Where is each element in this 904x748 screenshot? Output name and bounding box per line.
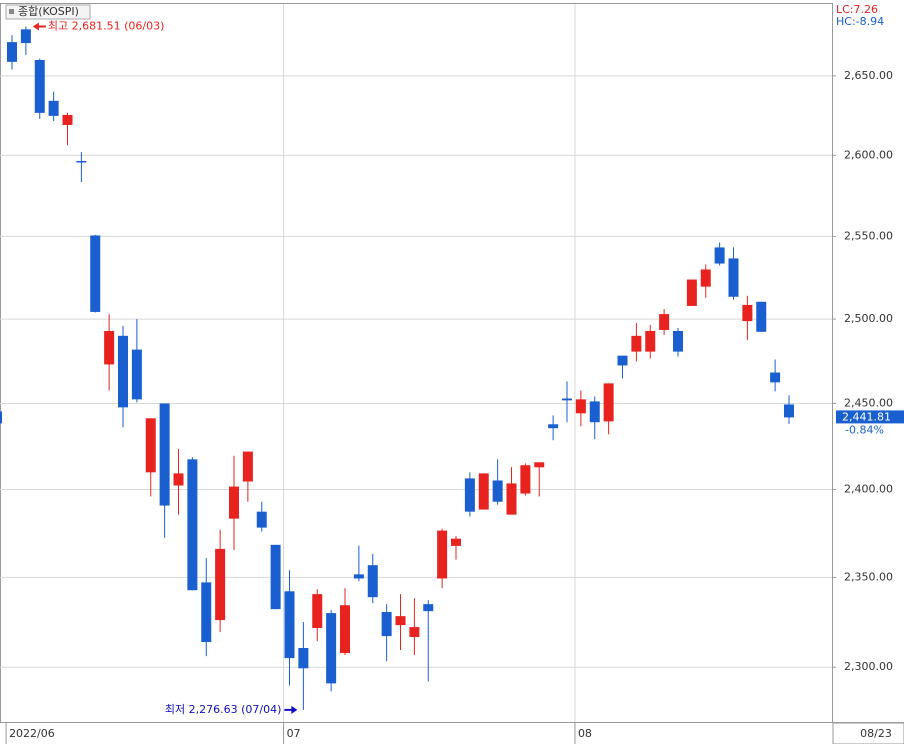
candle-body [395,616,406,626]
x-tick-label: 2022/06 [9,727,55,740]
candle-body [617,355,628,366]
x-tick-label: 08 [578,727,592,740]
candle-body [756,301,767,332]
candle-body [451,538,461,546]
candle-body [242,451,253,482]
legend-label: 종합(KOSPI) [18,5,79,18]
candle-body [464,478,475,512]
change-label: -0.84% [845,423,884,436]
candle-body [562,398,572,401]
low-arrow [284,705,298,714]
price-tag [836,410,904,424]
candle-body [770,372,781,383]
y-tick-label: 2,600.00 [844,148,893,161]
candle-body [367,565,378,598]
candle-body [631,335,642,352]
legend-icon [9,9,14,14]
candle-body [492,480,503,502]
candle-body [62,114,73,125]
hc-label: HC:-8.94 [836,15,884,28]
candle-body [298,647,309,669]
low-annotation: 최저 2,276.63 (07/04) [165,703,282,716]
candle-body [686,279,697,306]
y-tick-label: 2,450.00 [844,396,893,409]
candle-body [784,404,794,418]
candle-body [728,258,739,297]
candle-body [34,59,45,113]
candle-body [423,604,434,612]
price-marker [0,411,2,424]
candle-body [506,483,517,515]
candle-body [201,582,212,643]
candle-body [353,574,364,579]
candle-body [673,330,683,352]
candle-body [118,335,128,408]
candle-body [714,247,725,264]
candle-body [589,401,600,423]
y-tick-label: 2,400.00 [844,483,893,496]
candle-body [159,403,170,506]
candle-body [104,330,115,365]
candle-body [229,486,239,519]
candle-body [326,613,337,684]
candle-body [340,605,350,654]
candle-body [312,594,323,628]
candle-body [548,424,559,429]
candle-body [659,314,670,330]
candle-body [381,612,392,637]
candle-body [478,473,489,510]
candle-body [534,462,545,468]
y-tick-label: 2,650.00 [844,69,893,82]
candle-body [215,548,226,621]
candle-body [645,330,656,352]
last-date: 08/23 [860,727,892,740]
candle-body [256,511,267,528]
candle-body [700,269,711,287]
candle-body [48,100,59,116]
y-tick-label: 2,350.00 [844,570,893,583]
lc-label: LC:7.26 [836,3,878,16]
candle-body [603,383,614,422]
candle-body [145,418,156,473]
candle-body [173,473,184,486]
last-close-label: 2,441.81 [842,410,891,423]
candle-body [270,544,281,610]
candle-body [742,304,753,322]
legend-box [5,4,91,20]
y-tick-label: 2,500.00 [844,312,893,325]
candle-body [187,459,198,591]
x-tick-label: 07 [287,727,301,740]
candle-body [575,399,586,414]
candle-body [284,591,295,659]
candle-body [7,42,17,62]
candle-body [409,627,420,637]
candle-body [76,160,87,163]
y-tick-label: 2,550.00 [844,229,893,242]
candle-body [131,349,142,400]
candle-body [437,530,448,579]
candle-body [20,29,31,44]
y-tick-label: 2,300.00 [844,660,893,673]
high-annotation: 최고 2,681.51 (06/03) [48,19,165,32]
candle-body [90,235,101,312]
high-arrow [32,22,46,31]
candle-body [520,465,531,494]
